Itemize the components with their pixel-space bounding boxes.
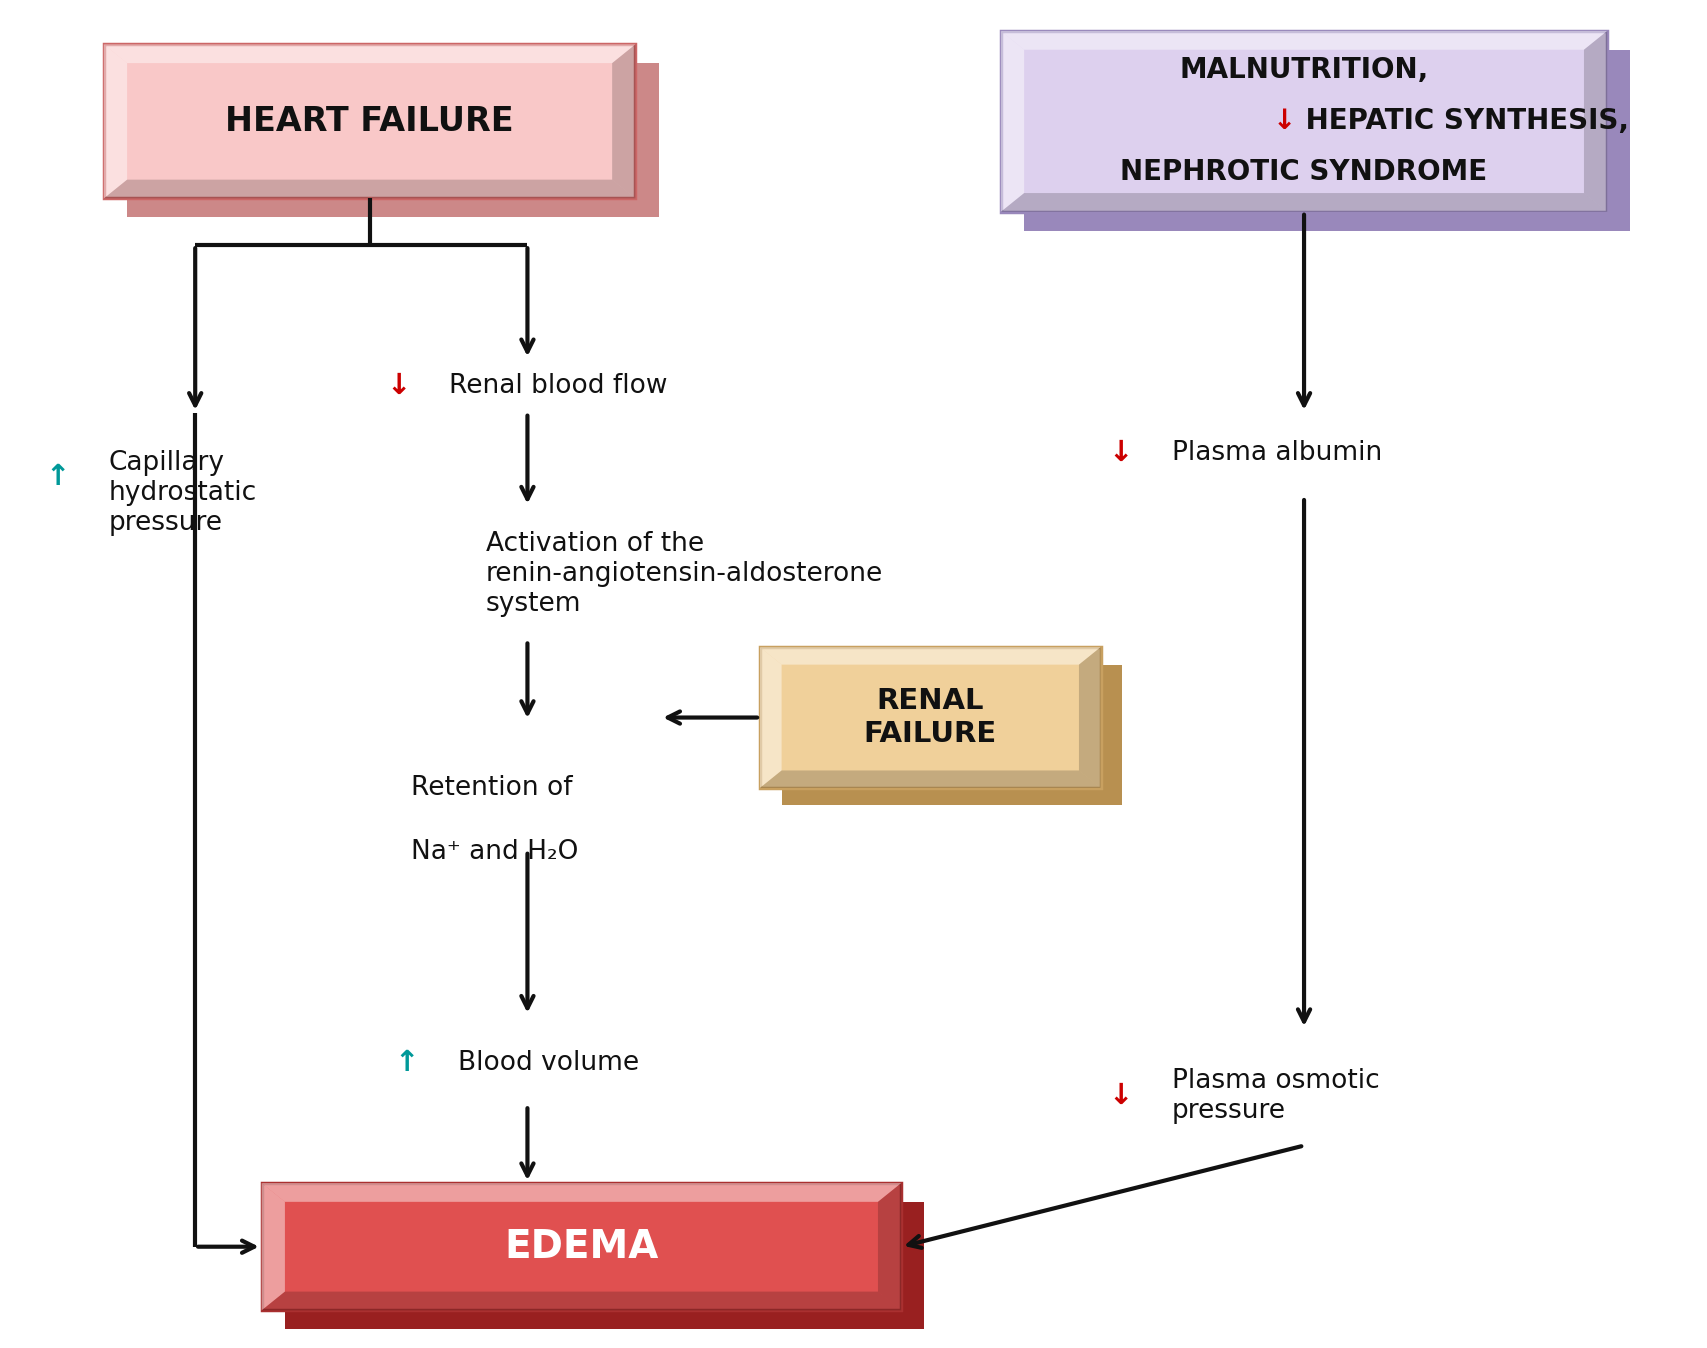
Text: RENAL
FAILURE: RENAL FAILURE (864, 687, 997, 748)
Polygon shape (1582, 31, 1606, 212)
FancyBboxPatch shape (285, 1202, 923, 1329)
Polygon shape (1000, 31, 1024, 212)
FancyBboxPatch shape (1024, 50, 1630, 231)
Text: ↓: ↓ (1272, 108, 1296, 135)
Polygon shape (760, 647, 782, 787)
Text: EDEMA: EDEMA (504, 1228, 659, 1266)
FancyBboxPatch shape (104, 44, 635, 198)
Polygon shape (261, 1291, 901, 1310)
Text: Plasma osmotic
pressure: Plasma osmotic pressure (1171, 1068, 1379, 1124)
FancyBboxPatch shape (126, 63, 659, 217)
Text: MALNUTRITION,: MALNUTRITION, (1180, 57, 1427, 85)
Polygon shape (877, 1184, 901, 1310)
Text: ↓: ↓ (386, 372, 410, 400)
Text: Activation of the
renin-angiotensin-aldosterone
system: Activation of the renin-angiotensin-aldo… (485, 531, 883, 616)
Text: Retention of: Retention of (411, 775, 572, 801)
Text: ↓: ↓ (1108, 439, 1132, 466)
Text: ↑: ↑ (394, 1049, 418, 1077)
Polygon shape (104, 44, 635, 63)
Polygon shape (1000, 193, 1606, 212)
Polygon shape (261, 1184, 901, 1202)
Polygon shape (760, 647, 1099, 665)
Text: Capillary
hydrostatic
pressure: Capillary hydrostatic pressure (109, 450, 258, 537)
Polygon shape (1079, 647, 1099, 787)
FancyBboxPatch shape (782, 665, 1121, 805)
Polygon shape (104, 44, 126, 198)
Text: ↓: ↓ (1108, 1082, 1132, 1109)
Text: HEART FAILURE: HEART FAILURE (225, 105, 514, 137)
Text: HEPATIC SYNTHESIS,: HEPATIC SYNTHESIS, (1296, 108, 1628, 135)
Text: ↑: ↑ (46, 464, 70, 491)
Text: Blood volume: Blood volume (457, 1050, 638, 1076)
Polygon shape (611, 44, 635, 198)
Polygon shape (261, 1184, 285, 1310)
Polygon shape (1000, 31, 1606, 50)
Polygon shape (760, 771, 1099, 787)
Text: Renal blood flow: Renal blood flow (449, 373, 667, 399)
Text: NEPHROTIC SYNDROME: NEPHROTIC SYNDROME (1120, 158, 1487, 186)
Text: Plasma albumin: Plasma albumin (1171, 439, 1381, 466)
Polygon shape (104, 179, 635, 198)
FancyBboxPatch shape (1000, 31, 1606, 212)
Text: Na⁺ and H₂O: Na⁺ and H₂O (411, 840, 579, 865)
FancyBboxPatch shape (760, 647, 1099, 787)
FancyBboxPatch shape (261, 1184, 901, 1310)
